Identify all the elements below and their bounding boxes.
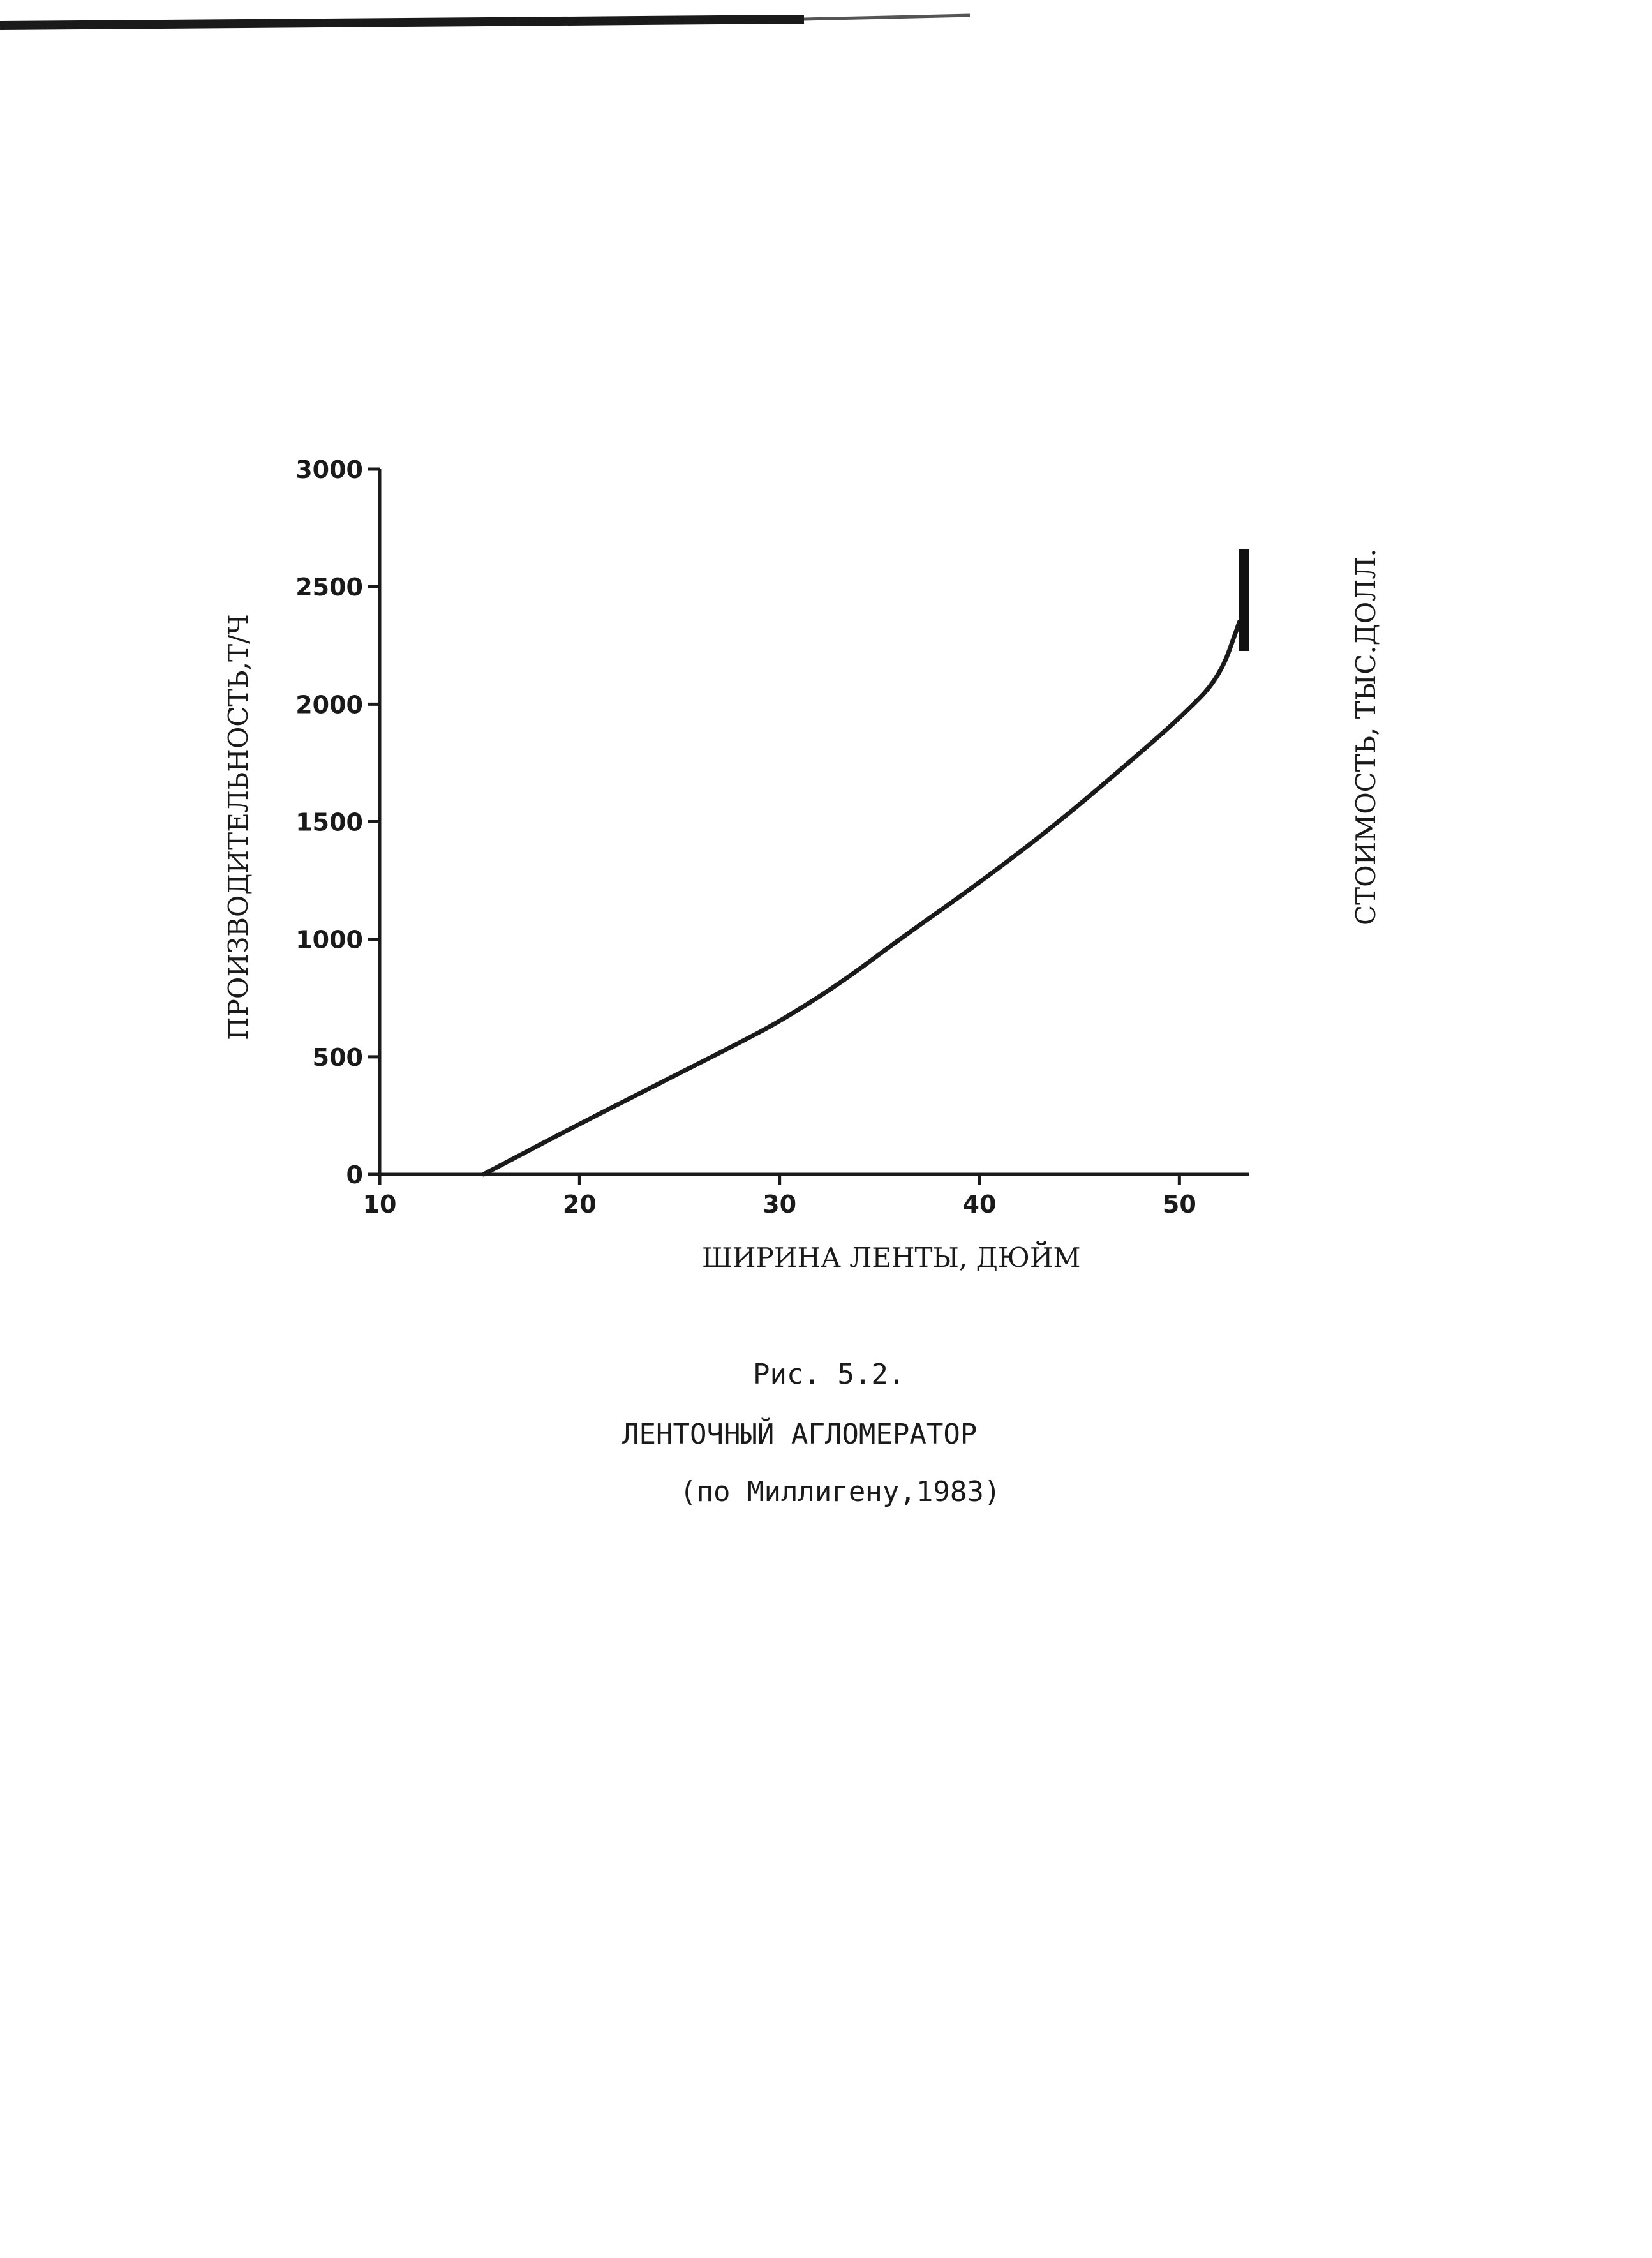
- y-axis-label: ПРОИЗВОДИТЕЛЬНОСТЬ,Т/Ч: [223, 614, 254, 1040]
- scan-edge-line-faint: [803, 13, 971, 21]
- x-tick-label: 50: [1163, 1190, 1196, 1218]
- ticks: 0 500 1000 1500 2000 2500 3000 10 20 30 40 50: [295, 456, 1196, 1218]
- y-tick-label: 2500: [295, 573, 363, 601]
- x-tick-label: 20: [563, 1190, 597, 1218]
- x-axis-label: ШИРИНА ЛЕНТЫ, ДЮЙМ: [702, 1240, 1081, 1273]
- axes: [378, 469, 1249, 1176]
- y-tick-label: 0: [346, 1161, 363, 1189]
- x-tick-label: 10: [363, 1190, 397, 1218]
- figure-title: ЛЕНТОЧНЫЙ АГЛОМЕРАТОР: [622, 1418, 978, 1451]
- x-tick-label: 30: [763, 1190, 796, 1218]
- right-axis-label: СТОИМОСТЬ, ТЫС.ДОЛЛ.: [1350, 548, 1381, 925]
- figure-source: (по Миллигену,1983): [680, 1476, 1001, 1508]
- x-tick-label: 40: [963, 1190, 997, 1218]
- series: [481, 619, 1242, 1177]
- figure-number: Рис. 5.2.: [753, 1358, 905, 1391]
- y-tick-label: 3000: [295, 456, 363, 484]
- y-tick-label: 500: [313, 1043, 363, 1072]
- y-tick-label: 2000: [295, 691, 363, 719]
- series-line: [481, 619, 1242, 1177]
- right-axis-marker: [1239, 549, 1249, 651]
- scan-edge-line: [0, 15, 805, 30]
- y-tick-label: 1500: [295, 809, 363, 837]
- y-tick-label: 1000: [295, 926, 363, 954]
